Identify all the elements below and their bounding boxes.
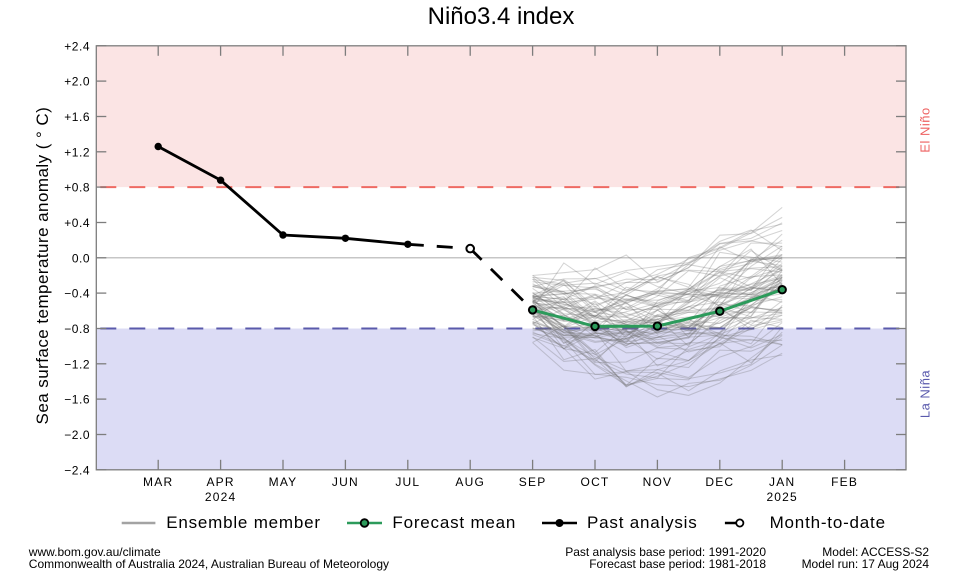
svg-text:+0.4: +0.4 [64, 216, 90, 230]
svg-text:JUL: JUL [395, 475, 420, 489]
svg-text:0.0: 0.0 [72, 251, 90, 265]
svg-text:−1.6: −1.6 [64, 393, 90, 407]
svg-text:JAN: JAN [769, 475, 795, 489]
svg-text:+2.4: +2.4 [64, 39, 90, 53]
svg-text:−2.4: −2.4 [64, 463, 90, 477]
svg-text:Niño3.4 index: Niño3.4 index [428, 3, 575, 30]
svg-text:www.bom.gov.au/climate: www.bom.gov.au/climate [28, 545, 161, 559]
svg-text:MAR: MAR [143, 475, 173, 489]
svg-text:2024: 2024 [205, 490, 237, 504]
svg-text:NOV: NOV [643, 475, 673, 489]
svg-text:El Niño: El Niño [918, 107, 933, 152]
svg-text:Model run: 17 Aug 2024: Model run: 17 Aug 2024 [802, 557, 930, 571]
svg-text:MAY: MAY [269, 475, 298, 489]
svg-text:DEC: DEC [705, 475, 734, 489]
svg-text:SEP: SEP [519, 475, 547, 489]
svg-text:Ensemble member: Ensemble member [166, 513, 321, 532]
svg-text:APR: APR [206, 475, 234, 489]
svg-text:Past analysis: Past analysis [587, 513, 698, 532]
svg-text:OCT: OCT [581, 475, 610, 489]
svg-text:La Niña: La Niña [918, 370, 933, 419]
svg-text:2025: 2025 [766, 490, 798, 504]
svg-text:Past analysis base period: 199: Past analysis base period: 1991-2020 [565, 545, 766, 559]
svg-text:Sea surface temperature anomal: Sea surface temperature anomaly ( ° C) [33, 107, 52, 425]
svg-text:Commonwealth of Australia 2024: Commonwealth of Australia 2024, Australi… [29, 557, 389, 571]
svg-text:Month-to-date: Month-to-date [770, 513, 886, 532]
svg-text:Forecast mean: Forecast mean [392, 513, 516, 532]
svg-text:FEB: FEB [831, 475, 858, 489]
svg-text:−0.8: −0.8 [64, 322, 90, 336]
svg-text:Model: ACCESS-S2: Model: ACCESS-S2 [822, 545, 929, 559]
svg-text:Forecast base period: 1981-201: Forecast base period: 1981-2018 [589, 557, 766, 571]
svg-text:−2.0: −2.0 [64, 428, 90, 442]
svg-text:AUG: AUG [455, 475, 485, 489]
svg-text:JUN: JUN [332, 475, 359, 489]
svg-text:+1.6: +1.6 [64, 110, 90, 124]
svg-text:+1.2: +1.2 [64, 145, 90, 159]
svg-text:−0.4: −0.4 [64, 287, 90, 301]
svg-text:−1.2: −1.2 [64, 357, 90, 371]
svg-text:+2.0: +2.0 [64, 75, 90, 89]
svg-text:+0.8: +0.8 [64, 181, 90, 195]
